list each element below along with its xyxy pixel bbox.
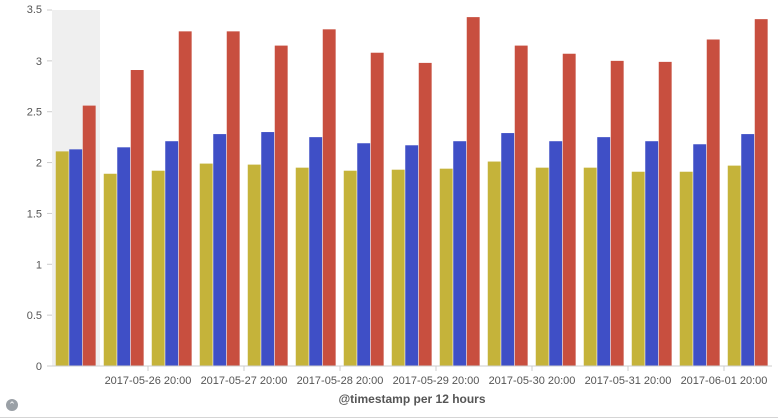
x-axis-title: @timestamp per 12 hours [338, 392, 485, 406]
y-tick-label: 0 [36, 361, 42, 373]
bar-series3-bucket9[interactable] [466, 17, 480, 367]
bar-series2-bucket7[interactable] [357, 143, 371, 366]
x-tick-label: 2017-05-31 20:00 [585, 375, 672, 387]
bar-series2-bucket15[interactable] [741, 134, 755, 366]
bar-series2-bucket9[interactable] [453, 141, 467, 366]
bar-series3-bucket10[interactable] [514, 45, 528, 366]
bar-series2-bucket13[interactable] [645, 141, 659, 366]
bar-series1-bucket6[interactable] [295, 167, 309, 366]
bar-series2-bucket8[interactable] [405, 145, 419, 366]
bar-series2-bucket4[interactable] [213, 134, 227, 366]
x-tick-label: 2017-06-01 20:00 [681, 375, 768, 387]
bar-series3-bucket14[interactable] [706, 39, 720, 367]
bar-series1-bucket11[interactable] [535, 167, 549, 366]
bar-series2-bucket3[interactable] [165, 141, 179, 366]
bar-series1-bucket10[interactable] [487, 161, 501, 366]
bar-series3-bucket3[interactable] [178, 31, 192, 367]
bar-series3-bucket12[interactable] [610, 60, 624, 367]
bar-series1-bucket14[interactable] [679, 171, 693, 366]
y-tick-label: 2 [36, 158, 42, 170]
bar-series2-bucket6[interactable] [309, 137, 323, 366]
y-tick-label: 3 [36, 56, 42, 68]
bar-series1-bucket2[interactable] [103, 173, 117, 366]
bar-series3-bucket6[interactable] [322, 29, 336, 367]
bar-series1-bucket15[interactable] [727, 165, 741, 366]
bar-series1-bucket3[interactable] [151, 170, 165, 366]
bar-series1-bucket8[interactable] [391, 169, 405, 366]
bar-series2-bucket5[interactable] [261, 132, 275, 366]
bar-series3-bucket7[interactable] [370, 52, 384, 366]
bar-series2-bucket10[interactable] [501, 133, 515, 366]
y-axis: 0 0.5 1 1.5 2 2.5 3 3.5 [27, 4, 52, 373]
y-tick-label: 0.5 [27, 310, 42, 322]
x-tick-label: 2017-05-28 20:00 [297, 375, 384, 387]
x-tick-label: 2017-05-27 20:00 [201, 375, 288, 387]
bar-series2-bucket11[interactable] [549, 141, 563, 366]
x-axis: 2017-05-26 20:00 2017-05-27 20:00 2017-05-… [105, 366, 768, 387]
bar-series1-bucket9[interactable] [439, 168, 453, 366]
bar-series2-bucket12[interactable] [597, 137, 611, 366]
bar-series1-bucket4[interactable] [199, 163, 213, 366]
bar-series1-bucket1[interactable] [55, 151, 69, 366]
y-tick-label: 1.5 [27, 208, 42, 220]
bar-series2-bucket14[interactable] [693, 144, 707, 366]
bar-series3-bucket13[interactable] [658, 61, 672, 367]
x-tick-label: 2017-05-29 20:00 [393, 375, 480, 387]
bar-series3-bucket15[interactable] [754, 19, 768, 367]
bar-series1-bucket13[interactable] [631, 171, 645, 366]
collapse-icon[interactable]: ⌃ [6, 399, 18, 411]
bar-series1-bucket7[interactable] [343, 170, 357, 366]
bar-series3-bucket8[interactable] [418, 62, 432, 366]
divider [0, 417, 778, 418]
bar-series2-bucket1[interactable] [69, 149, 83, 366]
x-tick-label: 2017-05-30 20:00 [489, 375, 576, 387]
bar-series2-bucket2[interactable] [117, 147, 131, 366]
x-tick-label: 2017-05-26 20:00 [105, 375, 192, 387]
y-tick-label: 3.5 [27, 4, 42, 16]
bar-series3-bucket2[interactable] [130, 70, 144, 366]
bar-series3-bucket5[interactable] [274, 45, 288, 366]
bars-group [55, 17, 768, 367]
bar-series3-bucket4[interactable] [226, 31, 240, 367]
y-tick-label: 2.5 [27, 107, 42, 119]
bar-series3-bucket1[interactable] [82, 105, 96, 367]
y-tick-label: 1 [36, 259, 42, 271]
bar-series1-bucket5[interactable] [247, 164, 261, 366]
bar-series1-bucket12[interactable] [583, 167, 597, 366]
bar-series3-bucket11[interactable] [562, 53, 576, 367]
